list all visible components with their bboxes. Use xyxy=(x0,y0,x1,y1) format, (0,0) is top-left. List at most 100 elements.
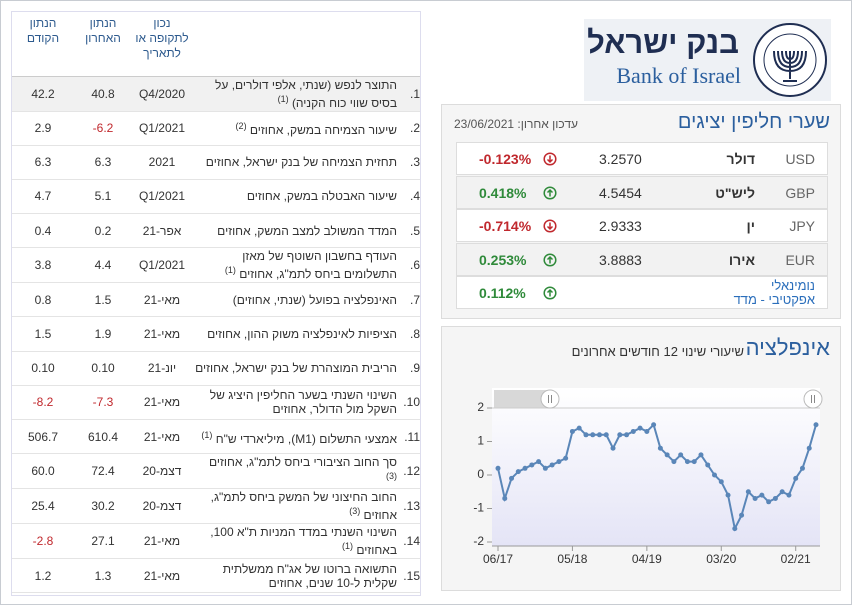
y-tick-label: -1 xyxy=(473,501,484,515)
indicator-number: 3. xyxy=(400,145,420,180)
rate-change: 0.253% xyxy=(479,251,527,268)
series-point xyxy=(509,475,515,481)
series-point xyxy=(590,432,596,438)
series-point xyxy=(603,432,609,438)
indicator-number: 9. xyxy=(400,351,420,386)
header-row: נכון לתקופה או לתאריך הנתון האחרון הנתון… xyxy=(12,12,420,77)
icon-arrow xyxy=(546,255,554,263)
exchange-row: 0.253% 3.8883 אירו EUR xyxy=(456,242,828,276)
series-point xyxy=(718,479,724,485)
series-point xyxy=(657,445,663,451)
indicator-previous: 3.8 xyxy=(12,247,74,284)
indicator-label-cell: השינוי השנתי במדד המניות ת"א 100, באחוזי… xyxy=(192,523,400,560)
indicator-label-cell: התשואה ברוטו של אג"ח ממשלתית שקלית ל-10 … xyxy=(192,558,400,594)
indicator-row: 8. הציפיות לאינפלציה משוק ההון, אחוזים מאי… xyxy=(12,316,420,352)
series-point xyxy=(684,459,690,465)
indicator-row: 4. שיעור האבטלה במשק, אחוזים Q1/2021 5.1 4.7 xyxy=(12,179,420,215)
series-point xyxy=(556,459,562,465)
header-cell xyxy=(192,12,400,77)
header-cell: הנתון הקודם xyxy=(12,12,74,77)
indicator-latest: 40.8 xyxy=(74,76,132,112)
change-icon xyxy=(543,219,557,233)
indicator-previous: 6.3 xyxy=(12,145,74,180)
indicator-previous: -2.8 xyxy=(12,523,74,560)
indicator-period: אפר-21 xyxy=(132,213,192,249)
indicator-label-cell: הציפיות לאינפלציה משוק ההון, אחוזים xyxy=(192,316,400,352)
indicator-number: 1. xyxy=(400,76,420,112)
indicator-row: 3. תחזית הצמיחה של בנק ישראל, אחוזים 2021 6… xyxy=(12,145,420,180)
effective-name-line: נומינאלי xyxy=(771,278,815,293)
indicator-period: מאי-21 xyxy=(132,558,192,594)
indicator-label-cell: תחזית הצמיחה של בנק ישראל, אחוזים xyxy=(192,145,400,180)
indicators-panel: נכון לתקופה או לתאריך הנתון האחרון הנתון… xyxy=(11,11,421,596)
indicator-period: יונ-21 xyxy=(132,351,192,386)
series-point xyxy=(563,455,569,461)
indicator-row: 14. השינוי השנתי במדד המניות ת"א 100, באח… xyxy=(12,523,420,560)
series-point xyxy=(779,489,785,495)
indicator-label: התשואה ברוטו של אג"ח ממשלתית שקלית ל-10 … xyxy=(222,561,397,590)
handle-grip xyxy=(548,395,552,403)
indicator-label-cell: שיעור האבטלה במשק, אחוזים xyxy=(192,179,400,215)
indicator-note: (1) xyxy=(277,93,289,104)
series-point xyxy=(651,422,657,428)
indicator-latest: 27.1 xyxy=(74,523,132,560)
series-point xyxy=(630,428,636,434)
indicator-period: Q1/2021 xyxy=(132,111,192,146)
series-point xyxy=(644,428,650,434)
series-point xyxy=(745,489,751,495)
exchange-row: -0.123% 3.2570 דולר USD xyxy=(456,142,828,175)
indicator-latest: 610.4 xyxy=(74,419,132,455)
indicator-period: דצמ-20 xyxy=(132,453,192,490)
series-point xyxy=(583,432,589,438)
indicator-number: 11. xyxy=(400,419,420,455)
indicator-latest: 30.2 xyxy=(74,488,132,525)
icon-arrow xyxy=(546,155,554,164)
icon-arrow xyxy=(546,288,554,297)
x-tick-label: 03/20 xyxy=(706,552,736,566)
y-tick-label: 1 xyxy=(477,434,484,448)
icon-circle xyxy=(543,219,557,233)
exchange-title: שערי חליפין יציגים xyxy=(677,111,830,133)
logo-emblem xyxy=(753,23,827,97)
rate-change: 0.418% xyxy=(479,184,527,201)
navigator-handle[interactable] xyxy=(540,389,560,409)
icon-arrow xyxy=(546,222,554,231)
indicator-row: 2. שיעור הצמיחה במשק, אחוזים (2) Q1/2021 -6… xyxy=(12,111,420,146)
indicator-latest: 5.1 xyxy=(74,179,132,215)
icon-circle xyxy=(543,152,557,166)
navigator-handle[interactable] xyxy=(803,389,823,409)
indicator-label: תחזית הצמיחה של בנק ישראל, אחוזים xyxy=(205,155,397,170)
x-tick-label: 06/17 xyxy=(483,552,513,566)
change-icon xyxy=(543,252,557,267)
series-point xyxy=(739,512,745,518)
indicator-row: 11. אמצעי התשלום (M1), מיליארדי ש"ח (1) מא… xyxy=(12,419,420,455)
series-point xyxy=(596,432,602,438)
series-point xyxy=(569,428,575,434)
indicator-previous: 42.2 xyxy=(12,76,74,112)
series-point xyxy=(772,495,778,501)
series-point xyxy=(705,462,711,468)
indicator-latest: 0.2 xyxy=(74,213,132,249)
series-point xyxy=(610,445,616,451)
indicator-period: 2021 xyxy=(132,145,192,180)
header-cell: נכון לתקופה או לתאריך xyxy=(132,12,192,77)
series-point xyxy=(502,495,508,501)
indicator-number: 14. xyxy=(400,523,420,560)
y-tick-label: -2 xyxy=(473,534,484,548)
indicator-previous: 4.7 xyxy=(12,179,74,215)
rate-value: 3.2570 xyxy=(599,151,642,167)
indicator-label: האינפלציה בפועל (שנתי, אחוזים) xyxy=(232,292,397,307)
indicator-row: 12. סך החוב הציבורי ביחס לתמ"ג, אחוזים (3… xyxy=(12,453,420,490)
exchange-rates-panel: שערי חליפין יציגים עדכון אחרון: 23/06/20… xyxy=(441,104,841,319)
exchange-row: -0.714% 2.9333 ין JPY xyxy=(456,209,828,242)
indicator-latest: 1.3 xyxy=(74,558,132,594)
logo[interactable]: בנק ישראל Bank of Israel xyxy=(584,19,831,101)
indicator-number: 6. xyxy=(400,247,420,284)
indicator-row: 1. התוצר לנפש (שנתי, אלפי דולרים, על בסיס… xyxy=(12,76,420,112)
indicator-latest: -7.3 xyxy=(74,385,132,421)
series-point xyxy=(495,465,501,471)
logo-english: Bank of Israel xyxy=(616,63,741,88)
exchange-row: 0.112% נומינאלי אפקטיבי - מדד xyxy=(456,276,828,309)
rate-value: 4.5454 xyxy=(599,184,642,201)
rate-value: 2.9333 xyxy=(599,218,642,234)
